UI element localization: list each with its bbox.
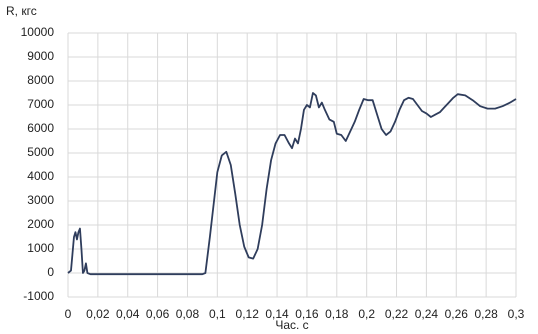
x-tick-label: 0,18 [325,307,349,321]
x-tick-label: 0,14 [265,307,289,321]
data-line [67,92,517,276]
x-tick-label: 0,02 [86,307,110,321]
x-tick-label: 0,2 [358,307,375,321]
y-tick-label: -1000 [23,289,54,303]
y-tick-label: 3000 [27,193,54,207]
y-tick-label: 4000 [27,169,54,183]
y-axis-label: R, кгс [6,4,37,18]
x-tick-label: 0,12 [236,307,260,321]
x-tick-label: 0,08 [176,307,200,321]
y-tick-label: 6000 [27,121,54,135]
y-tick-label: 5000 [27,145,54,159]
y-tick-label: 9000 [27,49,54,63]
y-tick-label: 10000 [21,25,55,39]
y-tick-label: 8000 [27,73,54,87]
x-tick-label: 0,16 [295,307,319,321]
x-tick-label: 0 [65,307,72,321]
x-tick-label: 0,1 [209,307,226,321]
y-tick-label: 1000 [27,241,54,255]
y-tick-label: 0 [47,265,54,279]
x-tick-label: 0,26 [445,307,469,321]
x-tick-label: 0,3 [508,307,525,321]
x-tick-label: 0,28 [474,307,498,321]
y-tick-label: 7000 [27,97,54,111]
x-tick-label: 0,04 [116,307,140,321]
y-tick-label: 2000 [27,217,54,231]
x-tick-label: 0,22 [385,307,409,321]
x-tick-label: 0,24 [415,307,439,321]
x-tick-label: 0,06 [146,307,170,321]
x-axis-label: Час. с [275,318,308,332]
